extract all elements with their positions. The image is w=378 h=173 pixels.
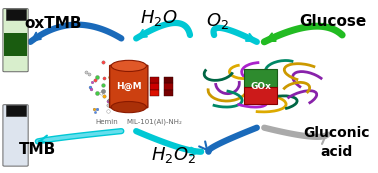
Bar <box>6 105 26 116</box>
Ellipse shape <box>111 102 146 113</box>
Text: H@M: H@M <box>116 82 142 91</box>
Text: acid: acid <box>321 145 353 159</box>
Bar <box>5 33 27 56</box>
Bar <box>244 69 277 86</box>
FancyBboxPatch shape <box>3 9 28 72</box>
Bar <box>244 86 277 104</box>
Text: Hemin: Hemin <box>95 119 118 125</box>
Text: TMB: TMB <box>19 143 56 157</box>
Bar <box>164 83 173 90</box>
Text: $H_2O_2$: $H_2O_2$ <box>151 145 196 165</box>
Bar <box>136 77 145 83</box>
Bar <box>6 9 26 20</box>
Text: $H_2O$: $H_2O$ <box>140 8 177 28</box>
Bar <box>150 77 159 83</box>
Bar <box>136 90 145 96</box>
Text: oxTMB: oxTMB <box>24 16 81 30</box>
Bar <box>164 77 173 83</box>
Bar <box>136 83 145 90</box>
Text: Gluconic: Gluconic <box>304 126 370 140</box>
Ellipse shape <box>111 60 146 71</box>
FancyBboxPatch shape <box>3 105 28 166</box>
Text: Glucose: Glucose <box>299 14 367 29</box>
Text: $O_2$: $O_2$ <box>206 11 229 31</box>
Bar <box>164 90 173 96</box>
Text: GOx: GOx <box>250 82 271 91</box>
FancyBboxPatch shape <box>110 65 148 108</box>
Text: MIL-101(Al)-NH₂: MIL-101(Al)-NH₂ <box>127 119 183 125</box>
Bar <box>150 90 159 96</box>
Bar <box>150 83 159 90</box>
